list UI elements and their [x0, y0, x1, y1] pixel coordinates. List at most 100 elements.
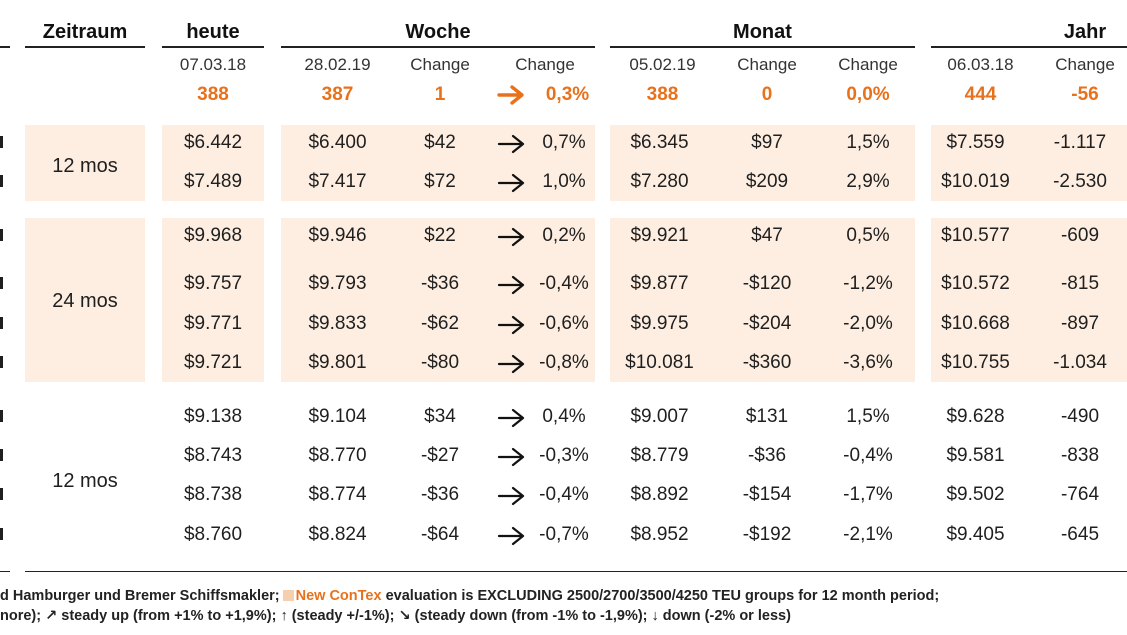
index-jahr-change: -56	[1071, 84, 1099, 105]
shade-g2-monat	[610, 218, 915, 382]
cell-monat-pct: -2,1%	[843, 524, 893, 545]
cell-woche-pct: 1,0%	[542, 171, 586, 192]
row-tick-mark	[0, 410, 3, 422]
bottom-rule-left	[0, 571, 10, 572]
shade-g1-period	[25, 125, 145, 201]
header-heute: heute	[186, 21, 240, 43]
row-tick-mark	[0, 175, 3, 187]
arrow-right-icon	[497, 134, 525, 154]
cell-woche: $9.104	[308, 406, 367, 427]
cell-woche-pct: 0,2%	[542, 225, 586, 246]
index-woche-pct: 0,3%	[545, 84, 590, 105]
cell-woche: $8.774	[308, 484, 367, 505]
cell-woche-change: $72	[424, 171, 456, 192]
header-woche: Woche	[405, 21, 471, 43]
arrow-right-icon	[497, 447, 525, 467]
cell-monat-pct: 1,5%	[846, 406, 890, 427]
row-tick-mark	[0, 488, 3, 500]
cell-monat-change: $97	[751, 132, 783, 153]
cell-heute: $8.743	[183, 445, 243, 466]
index-jahr: 444	[964, 84, 997, 105]
header-rule-left	[0, 46, 10, 48]
cell-woche-pct: -0,4%	[539, 484, 589, 505]
bottom-rule	[25, 571, 1127, 572]
cell-woche-pct: 0,4%	[542, 406, 586, 427]
header-rule-monat	[610, 46, 915, 48]
row-tick-mark	[0, 229, 3, 241]
cell-jahr-change: -838	[1060, 445, 1100, 466]
header-zeitraum: Zeitraum	[42, 21, 128, 43]
cell-jahr: $10.668	[941, 313, 1010, 334]
cell-monat-change: -$36	[747, 445, 787, 466]
cell-heute: $9.968	[183, 225, 243, 246]
header-rule-jahr	[931, 46, 1127, 48]
cell-woche-change: -$64	[420, 524, 460, 545]
cell-heute: $9.757	[183, 273, 243, 294]
row-tick-mark	[0, 449, 3, 461]
jahr-change-label: Change	[1055, 55, 1115, 74]
cell-monat-change: -$204	[742, 313, 792, 334]
cell-jahr-change: -1.117	[1053, 132, 1107, 153]
shade-g2-woche	[281, 218, 595, 382]
index-monat: 388	[646, 84, 679, 105]
arrow-right-icon	[497, 354, 525, 374]
monat-change-pct-label: Change	[838, 55, 898, 74]
cell-monat: $7.280	[630, 171, 689, 192]
arrow-right-icon	[497, 526, 525, 546]
cell-monat: $6.345	[630, 132, 689, 153]
monat-change-label: Change	[737, 55, 797, 74]
cell-woche: $6.400	[308, 132, 367, 153]
cell-heute: $6.442	[183, 132, 243, 153]
row-tick-mark	[0, 277, 3, 289]
monat-date: 05.02.19	[629, 55, 696, 74]
footer-line-1: d Hamburger und Bremer Schiffsmakler; New…	[0, 588, 939, 604]
shade-g2-heute	[162, 218, 264, 382]
index-woche: 387	[321, 84, 354, 105]
cell-monat: $10.081	[625, 352, 694, 373]
woche-change-pct-label: Change	[515, 55, 575, 74]
cell-woche-change: $22	[424, 225, 456, 246]
footer-line-1-post: evaluation is EXCLUDING 2500/2700/3500/4…	[385, 588, 940, 604]
shade-g1-monat	[610, 125, 915, 201]
cell-monat: $9.877	[630, 273, 689, 294]
shade-g1-woche	[281, 125, 595, 201]
arrow-right-icon	[497, 85, 524, 105]
cell-jahr-change: -2.530	[1053, 171, 1107, 192]
heute-date: 07.03.18	[179, 55, 247, 74]
cell-jahr-change: -1.034	[1053, 352, 1107, 373]
cell-heute: $9.771	[183, 313, 243, 334]
cell-monat-pct: 1,5%	[846, 132, 890, 153]
cell-monat-pct: -3,6%	[843, 352, 893, 373]
cell-woche-change: -$80	[420, 352, 460, 373]
cell-monat: $9.975	[630, 313, 689, 334]
jahr-date: 06.03.18	[947, 55, 1014, 74]
cell-woche-pct: -0,3%	[539, 445, 589, 466]
row-tick-mark	[0, 317, 3, 329]
cell-jahr-change: -609	[1060, 225, 1100, 246]
arrow-right-icon	[497, 408, 525, 428]
arrow-right-icon	[497, 275, 525, 295]
arrow-right-icon	[497, 173, 525, 193]
cell-woche-pct: -0,8%	[539, 352, 589, 373]
cell-monat: $9.007	[630, 406, 689, 427]
shade-g2-period	[25, 218, 145, 382]
cell-jahr: $9.581	[946, 445, 1005, 466]
cell-jahr: $10.019	[941, 171, 1010, 192]
cell-woche: $9.946	[308, 225, 367, 246]
cell-woche-change: -$36	[420, 484, 460, 505]
arrow-right-icon	[497, 315, 525, 335]
cell-heute: $9.721	[183, 352, 243, 373]
header-rule-woche	[281, 46, 595, 48]
cell-jahr: $9.502	[946, 484, 1005, 505]
cell-woche: $9.833	[308, 313, 367, 334]
cell-monat-change: -$192	[742, 524, 792, 545]
cell-jahr-change: -897	[1060, 313, 1100, 334]
shade-g2-jahr	[931, 218, 1127, 382]
cell-monat-change: $209	[745, 171, 789, 192]
header-rule-zeitraum	[25, 46, 145, 48]
woche-change-label: Change	[410, 55, 470, 74]
cell-monat-pct: 2,9%	[846, 171, 890, 192]
woche-date: 28.02.19	[304, 55, 371, 74]
cell-jahr: $9.628	[946, 406, 1005, 427]
cell-jahr-change: -490	[1060, 406, 1100, 427]
